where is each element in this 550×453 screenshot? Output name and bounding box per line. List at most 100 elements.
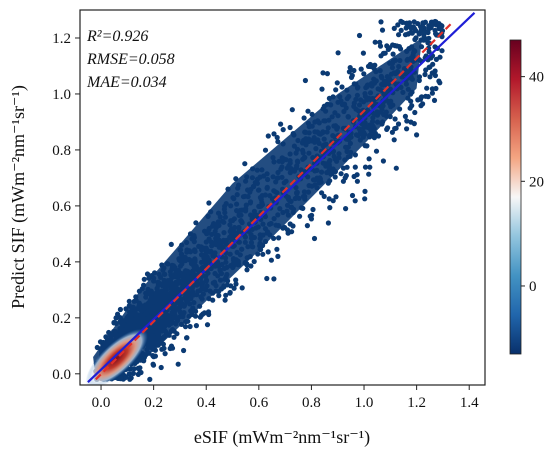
scatter-point [175, 361, 181, 367]
colorbar-tick-label: 40 [529, 70, 544, 86]
scatter-point [360, 50, 366, 56]
scatter-point [431, 97, 438, 103]
scatter-point [373, 148, 380, 154]
scatter-point [320, 70, 326, 76]
scatter-point [275, 253, 281, 259]
density-core [85, 329, 148, 385]
density-hotspot [85, 329, 148, 385]
regression-lines [87, 12, 476, 383]
scatter-point [402, 32, 409, 38]
scatter-point [408, 98, 414, 104]
plot-frame [79, 9, 486, 386]
scatter-point [260, 251, 266, 257]
scatter-point [356, 32, 363, 39]
scatter-point [227, 289, 233, 296]
x-tick-label: 1.0 [355, 395, 374, 411]
scatter-point [138, 369, 144, 376]
y-tick-label: 0.8 [52, 143, 71, 159]
scatter-point [348, 74, 355, 80]
scatter-point [126, 298, 132, 304]
scatter-point [251, 258, 257, 265]
scatter-point [391, 25, 397, 31]
scatter-point [395, 22, 401, 28]
scatter-point [420, 30, 426, 36]
scatter-point [378, 19, 384, 25]
scatter-point [354, 172, 360, 178]
scatter-point [167, 345, 173, 352]
scatter-point [416, 74, 423, 80]
scatter-point [411, 19, 417, 25]
scatter-point [427, 64, 433, 70]
scatter-point [168, 241, 174, 247]
scatter-point [287, 221, 293, 227]
y-tick-label: 0.0 [52, 367, 71, 383]
scatter-point [439, 28, 446, 34]
scatter-point [304, 223, 310, 229]
scatter-point [343, 173, 349, 179]
y-tick-label: 1.2 [52, 31, 71, 47]
scatter-point [276, 235, 282, 241]
scatter-point [339, 84, 345, 90]
scatter-point [321, 193, 327, 199]
scatter-point [423, 93, 429, 99]
scatter-point [384, 126, 390, 132]
scatter-point [330, 198, 336, 204]
scatter-point [117, 306, 123, 313]
scatter-point [319, 86, 325, 92]
scatter-point [421, 20, 427, 26]
scatter-point [135, 365, 141, 371]
one-to-one-line [95, 23, 452, 381]
scatter-point [392, 43, 398, 49]
scatter-point [380, 158, 386, 164]
scatter-point [147, 376, 153, 382]
scatter-point [362, 164, 369, 170]
scatter-point [206, 200, 212, 206]
scatter-point [340, 165, 347, 171]
scatter-point [427, 74, 433, 80]
r2-label: R²=0.926 [86, 28, 148, 45]
scatter-points [93, 18, 446, 382]
scatter-point [233, 277, 239, 283]
scatter-point [424, 85, 430, 91]
scatter-point [182, 324, 189, 330]
scatter-point [181, 347, 187, 354]
scatter-point [352, 198, 358, 204]
scatter-point [274, 246, 280, 252]
scatter-point [131, 366, 137, 372]
x-tick-label: 0.8 [302, 395, 321, 411]
scatter-point [141, 358, 147, 364]
x-axis-title: eSIF (mWm⁻²nm⁻¹sr⁻¹) [194, 427, 370, 448]
scatter-point [439, 48, 445, 54]
scatter-point [150, 362, 157, 368]
scatter-point [128, 375, 134, 381]
scatter-point [404, 126, 410, 132]
scatter-point [274, 134, 280, 141]
x-tick-label: 0.4 [197, 395, 216, 411]
scatter-point [437, 54, 443, 60]
y-tick-label: 1.0 [52, 87, 71, 103]
scatter-point [228, 283, 234, 289]
scatter-point [325, 180, 331, 186]
y-axis: 0.0 0.2 0.4 0.6 0.8 1.0 1.2 [52, 31, 80, 383]
scatter-point [392, 126, 398, 132]
scatter-point [422, 71, 428, 78]
scatter-point [391, 137, 397, 143]
scatter-point [326, 196, 332, 202]
scatter-point [408, 119, 414, 125]
x-tick-label: 0.6 [249, 395, 268, 411]
scatter-point [402, 113, 408, 119]
scatter-point [206, 311, 212, 318]
scatter-point [433, 85, 439, 92]
scatter-point [437, 80, 443, 86]
scatter-point [311, 235, 318, 242]
colorbar: 0 20 40 [509, 39, 544, 355]
x-tick-label: 0.0 [92, 395, 111, 411]
scatter-point [392, 116, 398, 122]
scatter-point [349, 192, 356, 199]
scatter-point [407, 105, 413, 111]
scatter-point [361, 71, 367, 77]
scatter-point [271, 131, 277, 137]
scatter-point [126, 371, 132, 377]
scatter-point [433, 31, 439, 37]
scatter-point [284, 227, 291, 233]
